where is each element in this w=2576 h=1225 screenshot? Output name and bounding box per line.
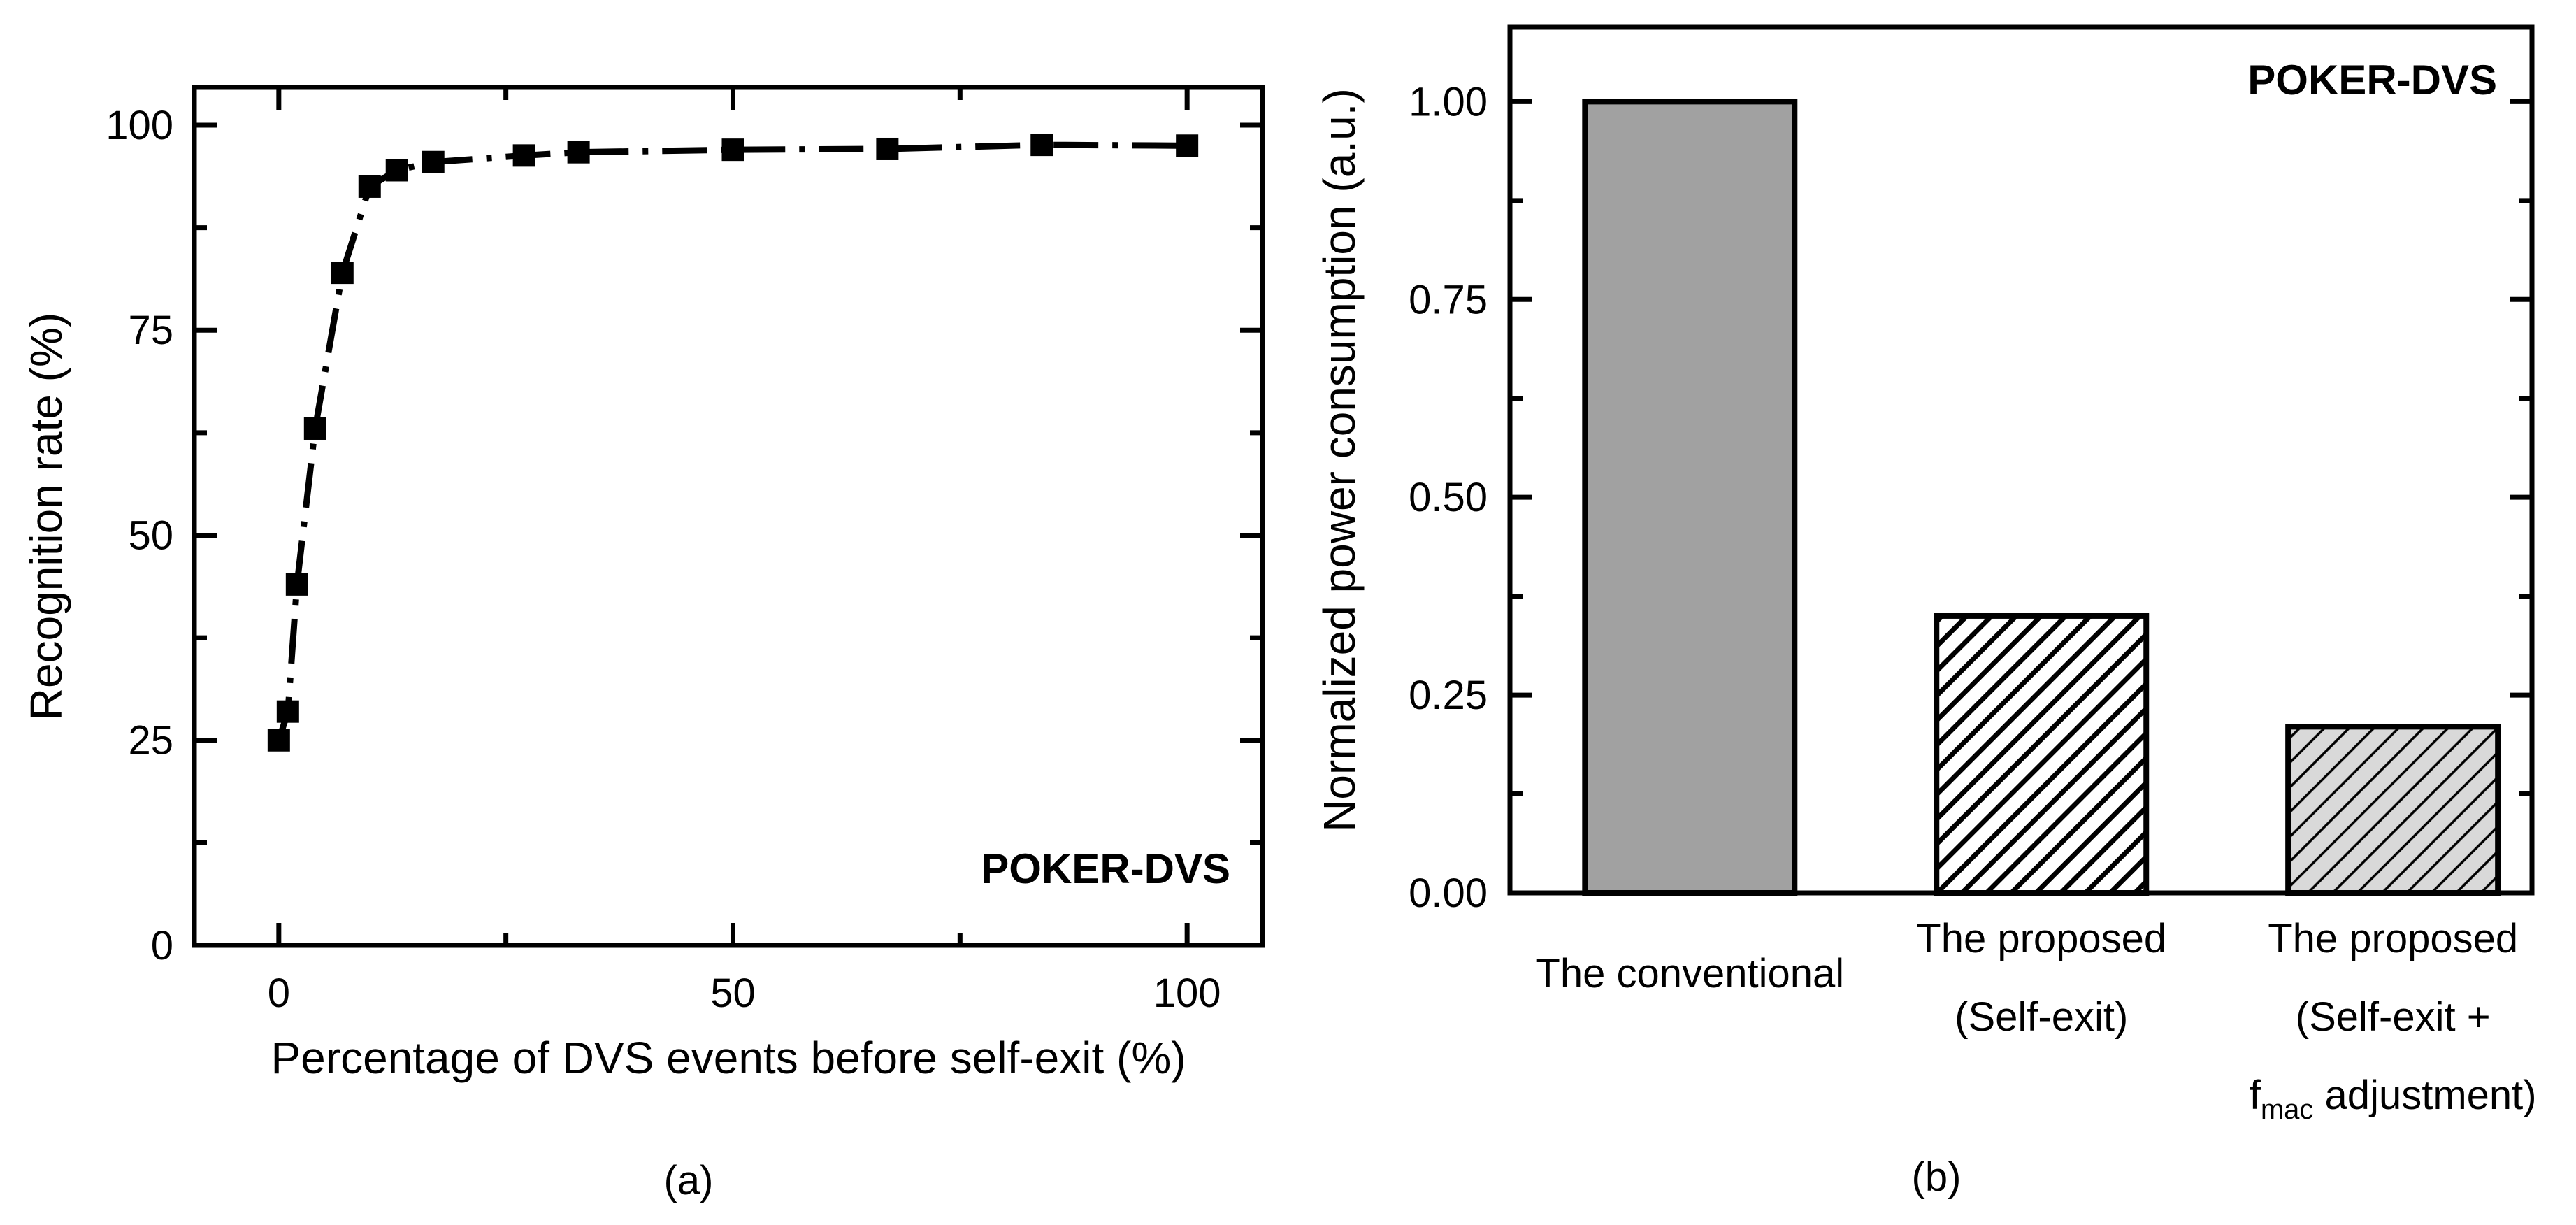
panel-b-bar-chart: The conventional The proposed (Self-exit) T… [1314,24,2537,1125]
panel-b-category-label: (Self-exit + [2296,994,2491,1040]
caption-a: (a) [663,1158,714,1203]
data-point-marker [721,138,744,162]
panel-a-frame [192,85,1265,948]
series-line-recognition-rate [275,141,1188,742]
panel-a-axes [194,87,1262,948]
data-point-marker [567,141,590,164]
panel-a-line-chart: 0 25 50 75 100 0 50 100 Percentage of DVS events… [21,85,1265,1083]
data-point-marker [358,175,381,198]
panel-a-dataset-label: POKER-DVS [981,845,1230,892]
label-part: f [2250,1073,2261,1118]
panel-b-category-label: (Self-exit) [1955,994,2128,1040]
data-point-marker [1176,134,1199,157]
panel-b-y-axis-title: Normalized power consumption (a.u.) [1314,88,1365,832]
data-point-marker [1030,134,1053,157]
panel-a-x-axis-title: Percentage of DVS events before self-exi… [271,1033,1186,1083]
caption-b: (b) [1911,1154,1962,1200]
data-point-marker [303,417,326,440]
data-point-marker [385,159,408,182]
panel-b-ytick-label: 0.75 [1409,277,1488,322]
panel-b-category-label: fmac adjustment) [2250,1073,2537,1125]
data-point-marker [276,700,299,723]
bar-hatch [1936,615,2147,893]
panel-a-ytick-label: 25 [128,718,173,764]
panel-a-xtick-label: 50 [710,970,756,1016]
data-point-marker [512,144,535,167]
panel-a-ytick-label: 50 [128,513,173,558]
panel-a-ytick-label: 100 [106,103,173,148]
panel-a-xtick-label: 100 [1153,970,1221,1016]
panel-b-ytick-label: 1.00 [1409,79,1488,124]
panel-a-y-axis-title: Recognition rate (%) [21,313,71,720]
panel-b-ytick-label: 0.25 [1409,673,1488,718]
panel-a-xtick-label: 0 [268,970,290,1016]
panel-b-category-label: The conventional [1535,951,1844,996]
data-point-marker [876,137,899,160]
label-part: mac [2261,1094,2314,1125]
data-point-marker [285,573,308,596]
bar-3 [2285,724,2501,896]
panel-b-dataset-label: POKER-DVS [2247,57,2497,103]
panel-b-ytick-label: 0.00 [1409,871,1488,916]
label-part: adjustment) [2313,1073,2536,1118]
bar-2 [1934,612,2150,896]
panel-b-frame [1507,24,2535,896]
panel-a-ytick-label: 75 [128,308,173,353]
panel-b-category-label: The proposed [2268,916,2518,961]
panel-b-ytick-label: 0.50 [1409,475,1488,520]
bar-1 [1582,99,1798,896]
data-point-marker [331,262,354,285]
bar-hatch [2288,726,2498,893]
panel-a-ytick-label: 0 [151,923,173,968]
bar-fill [1585,101,1795,894]
data-point-marker [267,729,290,752]
data-point-marker [422,150,445,173]
panel-b-category-label: The proposed [1916,916,2166,961]
